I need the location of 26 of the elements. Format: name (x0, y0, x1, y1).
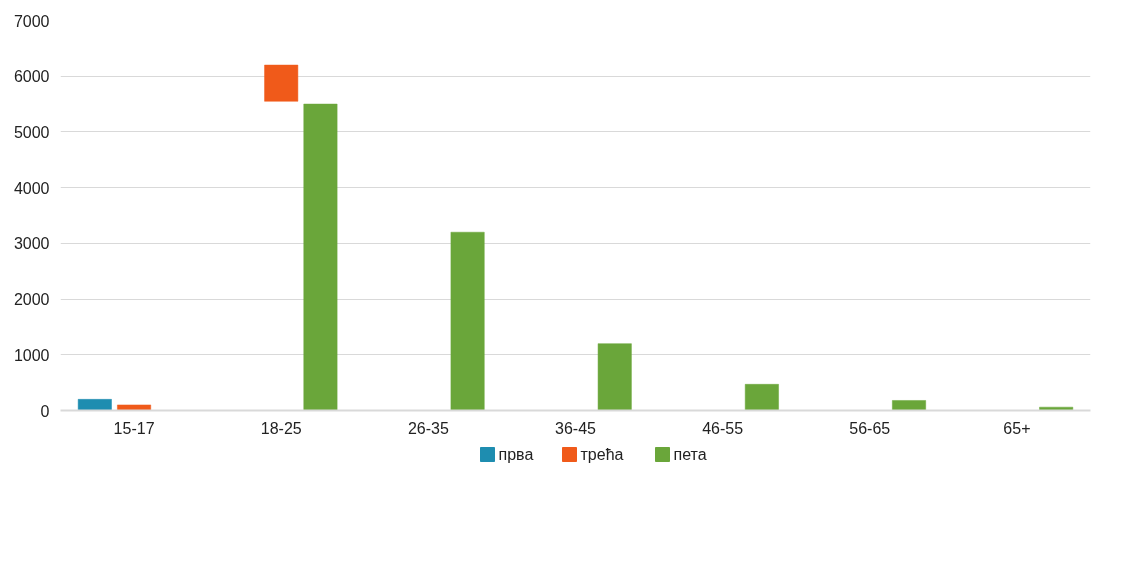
y-tick-label: 0 (40, 402, 50, 420)
y-tick-label: 3000 (13, 235, 50, 253)
x-tick-label: 18-25 (260, 419, 302, 437)
x-tick-label: 65+ (1003, 419, 1031, 437)
bar (117, 404, 151, 411)
legend-label: трећа (580, 446, 624, 463)
x-tick-label: 46-55 (702, 419, 744, 437)
y-tick-label: 2000 (13, 291, 50, 309)
bar (450, 231, 485, 411)
bar (892, 400, 926, 411)
bar (744, 384, 779, 411)
legend-label: прва (498, 446, 534, 463)
x-tick-label: 36-45 (555, 419, 597, 437)
y-tick-label: 6000 (13, 68, 50, 86)
bar (77, 399, 112, 411)
x-tick-label: 26-35 (407, 419, 449, 437)
y-tick-label: 5000 (13, 123, 50, 141)
y-tick-label: 1000 (13, 346, 50, 364)
y-tick-label: 7000 (13, 12, 50, 30)
bar (303, 103, 338, 411)
bar (597, 343, 632, 411)
x-tick-label: 56-65 (849, 419, 891, 437)
y-tick-label: 4000 (13, 179, 50, 197)
bar (264, 64, 299, 102)
x-tick-label: 15-17 (113, 419, 155, 437)
legend-label: пета (673, 446, 707, 463)
